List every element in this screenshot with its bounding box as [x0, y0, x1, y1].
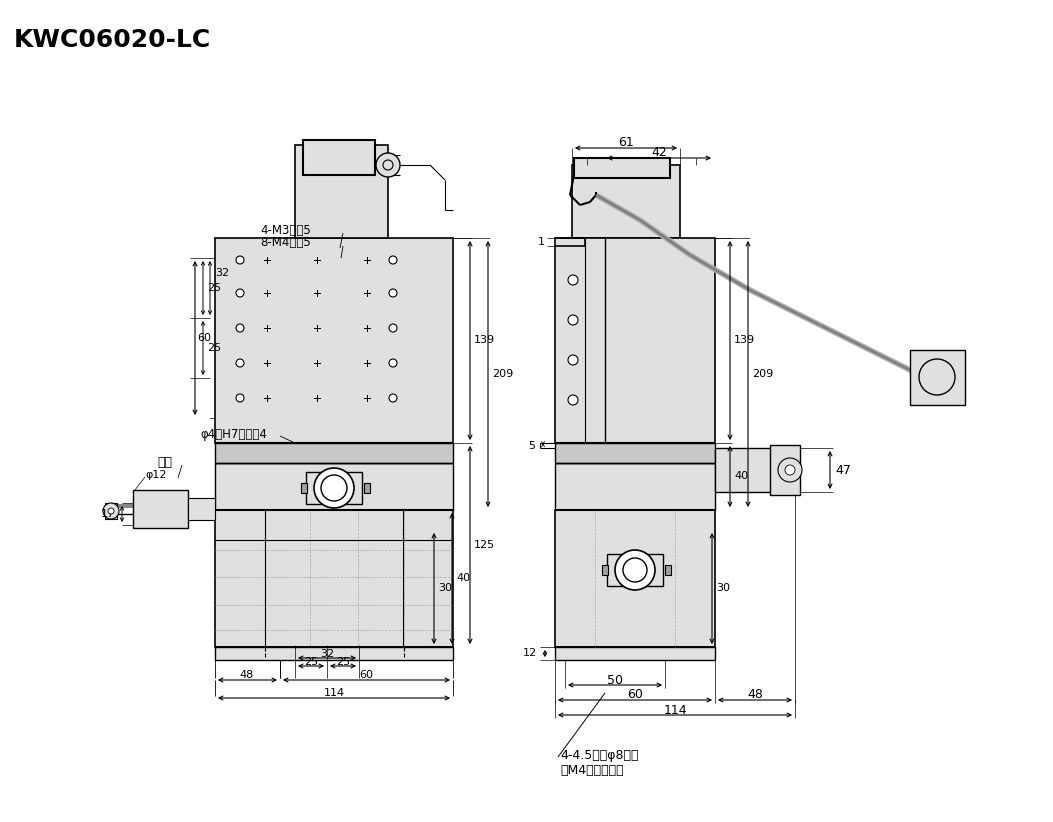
Circle shape: [784, 465, 795, 475]
Circle shape: [389, 256, 397, 264]
Bar: [665, 565, 671, 575]
Bar: [715, 448, 790, 492]
Text: 209: 209: [492, 369, 513, 379]
Circle shape: [236, 359, 244, 367]
Circle shape: [389, 324, 397, 332]
Circle shape: [376, 153, 400, 177]
Text: 40: 40: [734, 471, 748, 481]
Text: 139: 139: [474, 335, 495, 345]
Bar: [770, 445, 800, 495]
Bar: [574, 158, 670, 178]
Text: 25: 25: [304, 657, 318, 667]
Bar: [188, 498, 215, 520]
Bar: [215, 510, 453, 647]
Circle shape: [236, 256, 244, 264]
Text: 60: 60: [359, 670, 373, 680]
Bar: [215, 463, 453, 510]
Text: 4-M3深剆5: 4-M3深剆5: [260, 224, 311, 237]
Text: 60: 60: [628, 689, 643, 701]
Text: 32: 32: [215, 268, 230, 278]
Text: 40: 40: [456, 573, 470, 583]
Text: 32: 32: [320, 649, 334, 659]
Circle shape: [919, 359, 955, 395]
Bar: [555, 238, 715, 443]
Text: 8-M4深剆5: 8-M4深剆5: [260, 237, 311, 250]
Bar: [555, 443, 715, 463]
Circle shape: [236, 289, 244, 297]
Bar: [301, 483, 307, 493]
Text: 1: 1: [538, 237, 545, 247]
Text: 4-4.5通孔φ8沉孔: 4-4.5通孔φ8沉孔: [560, 749, 638, 761]
Bar: [133, 490, 188, 528]
Text: 48: 48: [747, 689, 763, 701]
Text: φ4（H7）深剆4: φ4（H7）深剆4: [200, 428, 266, 441]
Text: 47: 47: [835, 464, 851, 477]
Circle shape: [623, 558, 647, 582]
Text: 30: 30: [716, 583, 730, 593]
Bar: [910, 350, 965, 405]
Circle shape: [103, 503, 119, 519]
Text: 旋鈕: 旋鈕: [157, 455, 172, 469]
Text: 48: 48: [240, 670, 254, 680]
Circle shape: [568, 355, 578, 365]
Circle shape: [389, 359, 397, 367]
Bar: [105, 503, 117, 519]
Text: 42: 42: [651, 145, 667, 159]
Circle shape: [568, 275, 578, 285]
Text: 5: 5: [528, 441, 535, 451]
Text: KWC06020-LC: KWC06020-LC: [14, 28, 212, 52]
Bar: [215, 647, 453, 660]
Circle shape: [236, 394, 244, 402]
Circle shape: [321, 475, 347, 501]
Bar: [572, 165, 680, 238]
Bar: [555, 647, 715, 660]
Text: 61: 61: [618, 136, 634, 149]
Bar: [555, 510, 715, 647]
Circle shape: [568, 315, 578, 325]
Bar: [295, 145, 388, 238]
Text: 114: 114: [663, 704, 687, 717]
Circle shape: [389, 289, 397, 297]
Text: 50: 50: [607, 673, 623, 686]
Bar: [602, 565, 608, 575]
Text: 139: 139: [734, 335, 755, 345]
Circle shape: [615, 550, 655, 590]
Bar: [555, 463, 715, 510]
Bar: [306, 472, 362, 504]
Bar: [303, 140, 375, 175]
Text: 60: 60: [197, 333, 211, 343]
Text: 30: 30: [438, 583, 452, 593]
Circle shape: [568, 395, 578, 405]
Text: 25: 25: [207, 283, 221, 293]
Text: 12: 12: [523, 648, 537, 658]
Bar: [364, 483, 370, 493]
Text: （M4用螺栓孔）: （M4用螺栓孔）: [560, 764, 623, 777]
Text: 114: 114: [323, 688, 344, 698]
Circle shape: [383, 160, 393, 170]
Text: 125: 125: [474, 540, 495, 550]
Circle shape: [314, 468, 354, 508]
Circle shape: [108, 508, 114, 514]
Text: φ12: φ12: [145, 470, 166, 480]
Bar: [215, 238, 453, 443]
Circle shape: [389, 394, 397, 402]
Text: 17: 17: [101, 509, 115, 519]
Text: 25: 25: [336, 657, 350, 667]
Text: 209: 209: [752, 369, 773, 379]
Text: 25: 25: [207, 343, 221, 353]
Circle shape: [778, 458, 802, 482]
Circle shape: [236, 324, 244, 332]
Bar: [215, 443, 453, 463]
Bar: [607, 554, 663, 586]
